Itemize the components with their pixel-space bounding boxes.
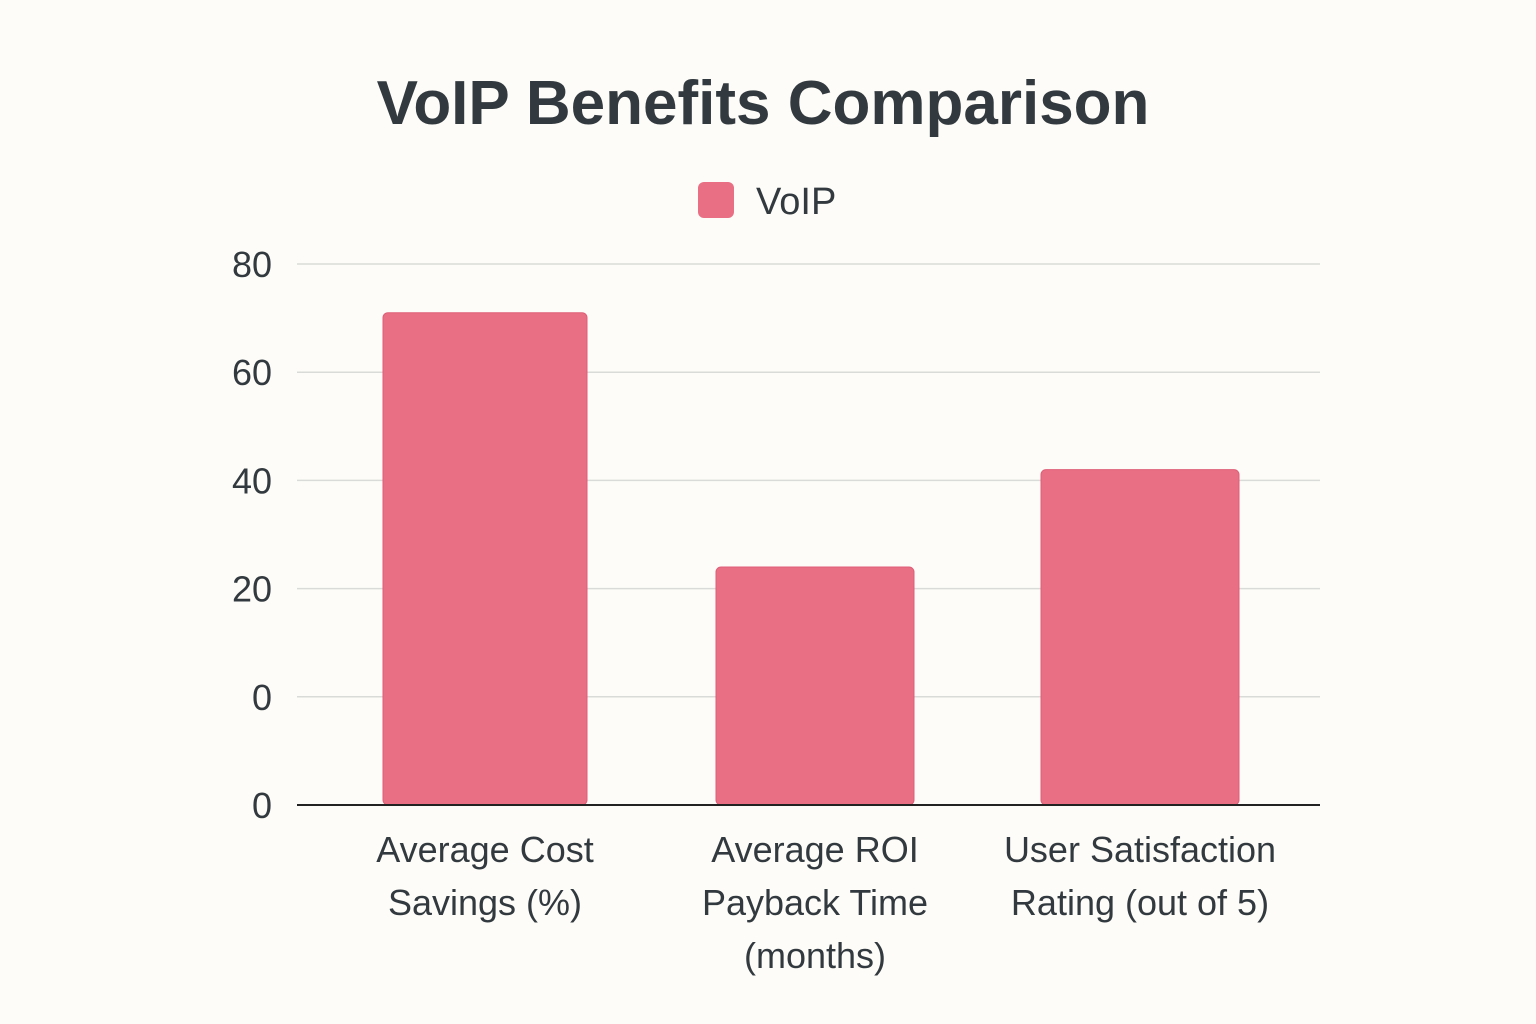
y-tick-label: 40 xyxy=(232,460,272,501)
bar xyxy=(382,312,588,806)
x-category-label: User Satisfaction Rating (out of 5) xyxy=(1004,829,1276,923)
bars xyxy=(382,312,1240,806)
x-category-label: Average Cost Savings (%) xyxy=(376,829,593,923)
x-category-label-line: Average ROI xyxy=(711,829,918,870)
y-axis-ticks: 0 0 20 40 60 80 xyxy=(232,244,272,826)
chart-title: VoIP Benefits Comparison xyxy=(377,69,1150,138)
legend: VoIP xyxy=(698,181,836,223)
x-category-label-line: Average Cost xyxy=(376,829,593,870)
legend-label: VoIP xyxy=(756,181,836,223)
x-category-label: Average ROI Payback Time (months) xyxy=(702,829,928,976)
x-category-label-line: Payback Time xyxy=(702,882,928,923)
y-tick-label: 60 xyxy=(232,352,272,393)
bar xyxy=(1040,469,1240,806)
bar xyxy=(715,566,915,806)
x-axis-categories: Average Cost Savings (%) Average ROI Paybac… xyxy=(376,829,1276,976)
y-tick-label: 80 xyxy=(232,244,272,285)
y-tick-label: 0 xyxy=(252,785,272,826)
y-tick-label: 0 xyxy=(252,677,272,718)
legend-swatch xyxy=(698,182,734,218)
x-category-label-line: (months) xyxy=(744,935,886,976)
y-tick-label: 20 xyxy=(232,569,272,610)
x-category-label-line: Savings (%) xyxy=(388,882,582,923)
x-category-label-line: Rating (out of 5) xyxy=(1011,882,1269,923)
x-category-label-line: User Satisfaction xyxy=(1004,829,1276,870)
